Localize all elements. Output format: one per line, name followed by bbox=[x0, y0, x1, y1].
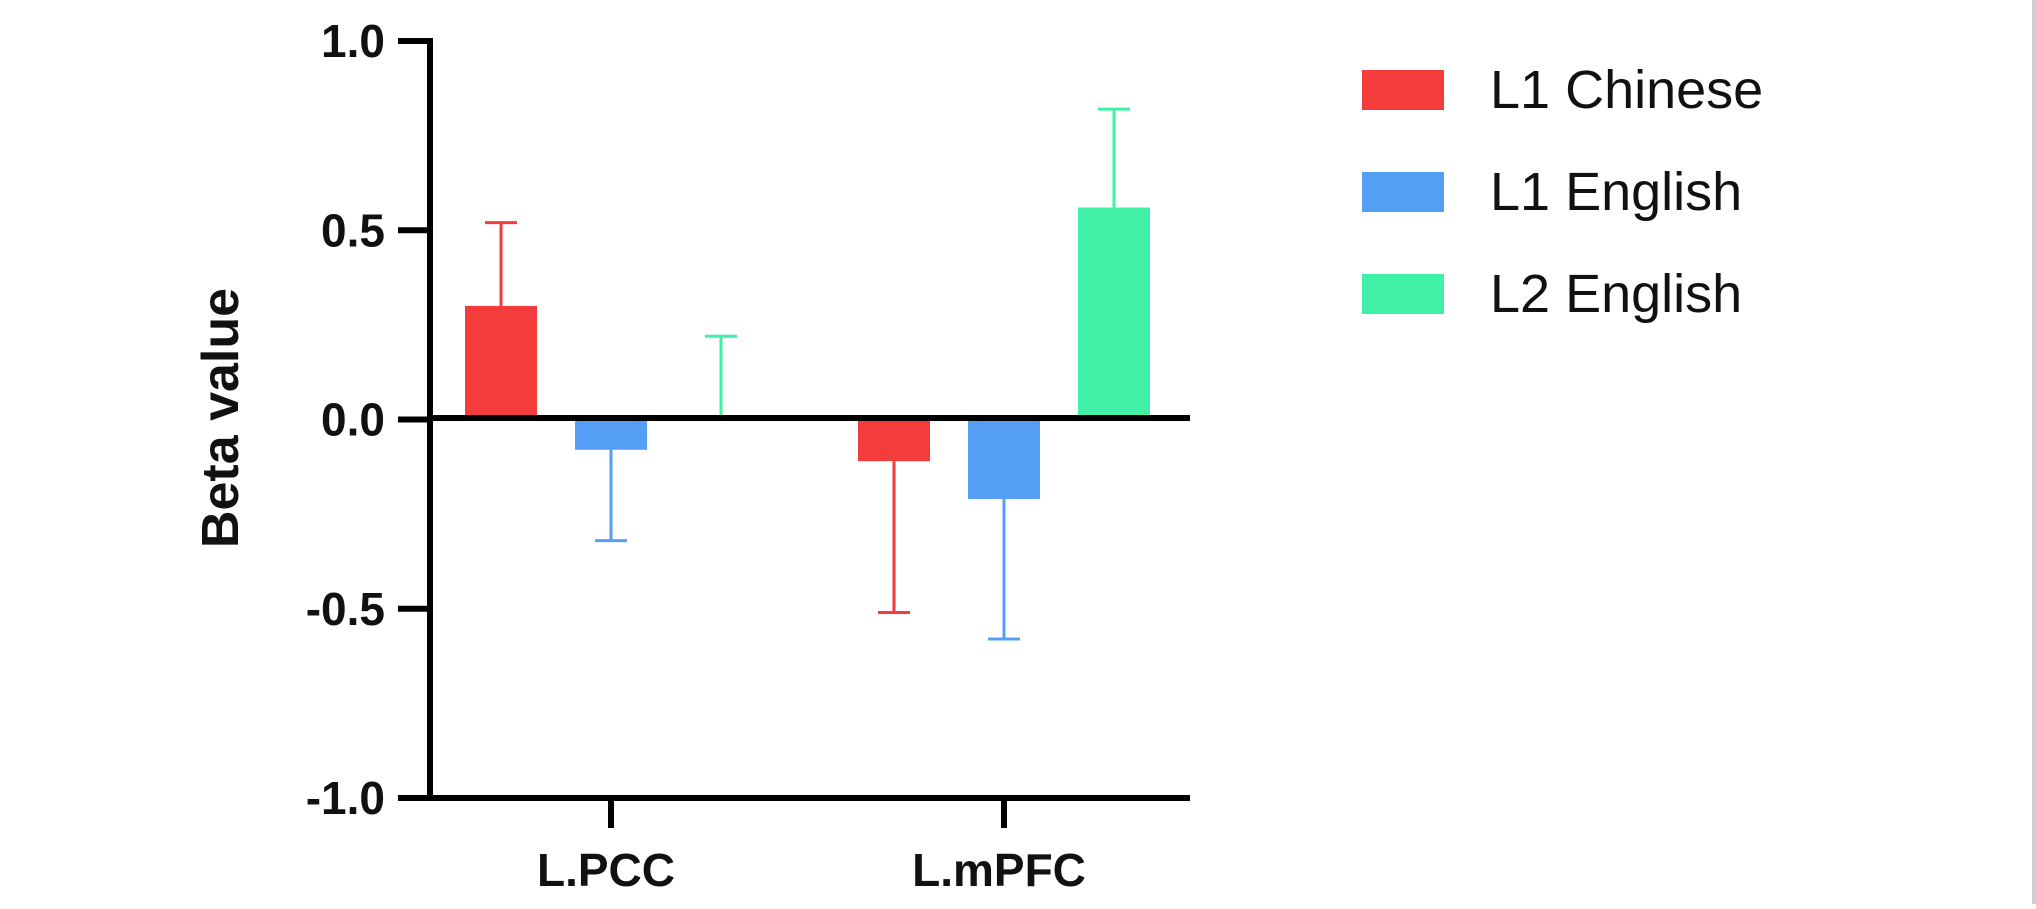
y-tick-label: 0.0 bbox=[321, 394, 385, 446]
axes-layer bbox=[398, 38, 1190, 801]
bar-l-pcc-l1-chinese bbox=[465, 305, 537, 420]
y-tick-label: -1.0 bbox=[306, 772, 385, 824]
legend-swatch bbox=[1362, 274, 1444, 314]
right-edge-divider bbox=[2032, 0, 2036, 904]
x-ticks-layer: L.PCC L.mPFC bbox=[537, 798, 1086, 896]
legend-swatch bbox=[1362, 172, 1444, 212]
bars-layer bbox=[465, 207, 1150, 499]
y-axis-title: Beta value bbox=[192, 288, 250, 548]
legend-item-l2-english: L2 English bbox=[1362, 264, 1742, 324]
y-tick-label: 1.0 bbox=[321, 15, 385, 67]
error-bar-l-mpfc-l1-english bbox=[988, 498, 1020, 641]
error-bars-layer bbox=[485, 107, 1130, 641]
legend-label: L1 English bbox=[1490, 162, 1742, 222]
y-tick-label: 0.5 bbox=[321, 204, 385, 256]
legend-label: L1 Chinese bbox=[1490, 60, 1763, 120]
error-bar-l-pcc-l2-english bbox=[705, 334, 737, 420]
legend-item-l1-english: L1 English bbox=[1362, 162, 1742, 222]
bar-l-pcc-l1-english bbox=[575, 419, 647, 450]
legend-label: L2 English bbox=[1490, 264, 1742, 324]
error-bar-l-mpfc-l2-english bbox=[1098, 107, 1130, 208]
bar-l-mpfc-l1-chinese bbox=[858, 419, 930, 462]
legend-swatch bbox=[1362, 70, 1444, 110]
y-ticks-layer: 1.0 0.5 0.0 -0.5 -1.0 bbox=[306, 15, 430, 824]
bar-l-mpfc-l2-english bbox=[1078, 207, 1150, 420]
error-bar-l-mpfc-l1-chinese bbox=[878, 461, 910, 615]
legend: L1 Chinese L1 English L2 English bbox=[1362, 60, 1763, 324]
y-tick-label: -0.5 bbox=[306, 583, 385, 635]
error-bar-l-pcc-l1-english bbox=[595, 449, 627, 543]
x-category-label-l-pcc: L.PCC bbox=[537, 844, 675, 896]
x-category-label-l-mpfc: L.mPFC bbox=[912, 844, 1086, 896]
bar-l-mpfc-l1-english bbox=[968, 419, 1040, 499]
error-bar-l-pcc-l1-chinese bbox=[485, 221, 517, 306]
legend-item-l1-chinese: L1 Chinese bbox=[1362, 60, 1763, 120]
